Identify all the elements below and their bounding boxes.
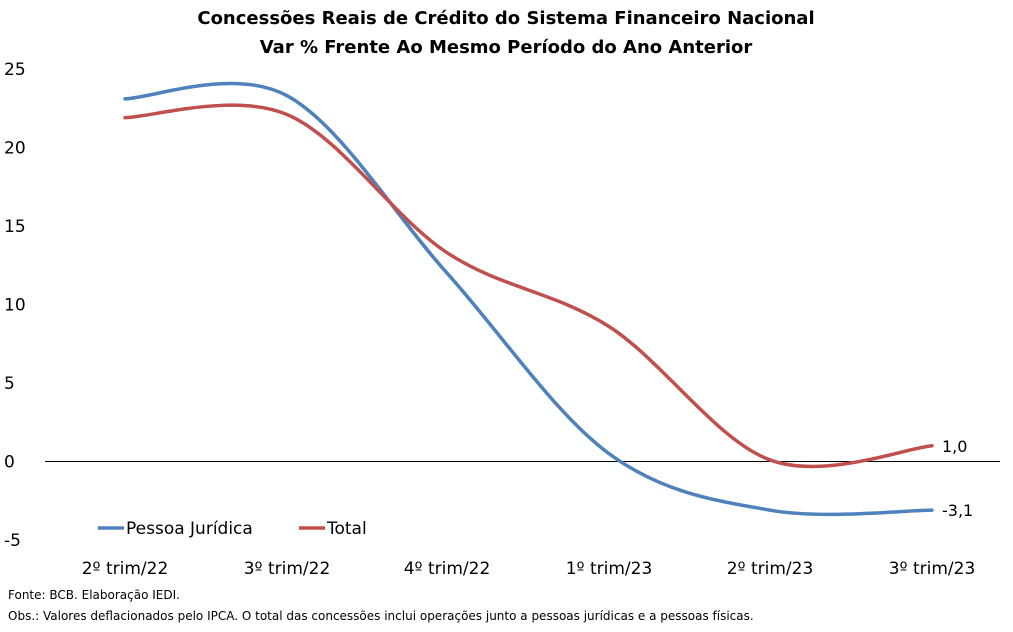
x-tick-label: 2º trim/22	[82, 559, 169, 579]
y-tick-label: 5	[4, 374, 15, 394]
end-value-label: 1,0	[942, 437, 967, 456]
chart-subtitle: Var % Frente Ao Mesmo Período do Ano Ant…	[260, 37, 753, 58]
y-tick-label: 15	[4, 217, 26, 237]
y-tick-label: -5	[4, 531, 21, 551]
observation-note: Obs.: Valores deflacionados pelo IPCA. O…	[8, 609, 754, 623]
x-tick-label: 2º trim/23	[727, 559, 814, 579]
x-tick-label: 4º trim/22	[404, 559, 491, 579]
x-tick-label: 3º trim/22	[244, 559, 331, 579]
y-tick-label: 20	[4, 139, 26, 159]
y-axis: 25 20 15 10 5 0 -5	[4, 60, 26, 551]
x-axis: 2º trim/22 3º trim/22 4º trim/22 1º trim/23…	[82, 559, 976, 579]
end-value-label: -3,1	[942, 501, 973, 520]
y-tick-label: 10	[4, 296, 26, 316]
data-labels: -3,1 1,0	[942, 437, 973, 520]
source-note: Fonte: BCB. Elaboração IEDI.	[8, 588, 180, 602]
chart-title: Concessões Reais de Crédito do Sistema F…	[197, 8, 814, 29]
y-tick-label: 25	[4, 60, 26, 80]
series-lines	[123, 81, 934, 517]
x-tick-label: 3º trim/23	[889, 559, 976, 579]
legend-label: Pessoa Jurídica	[126, 519, 253, 539]
series-line-0	[123, 81, 934, 517]
y-tick-label: 0	[4, 453, 15, 473]
legend: Pessoa Jurídica Total	[98, 519, 367, 539]
legend-label: Total	[326, 519, 367, 539]
series-line-1	[123, 103, 934, 469]
x-tick-label: 1º trim/23	[566, 559, 653, 579]
